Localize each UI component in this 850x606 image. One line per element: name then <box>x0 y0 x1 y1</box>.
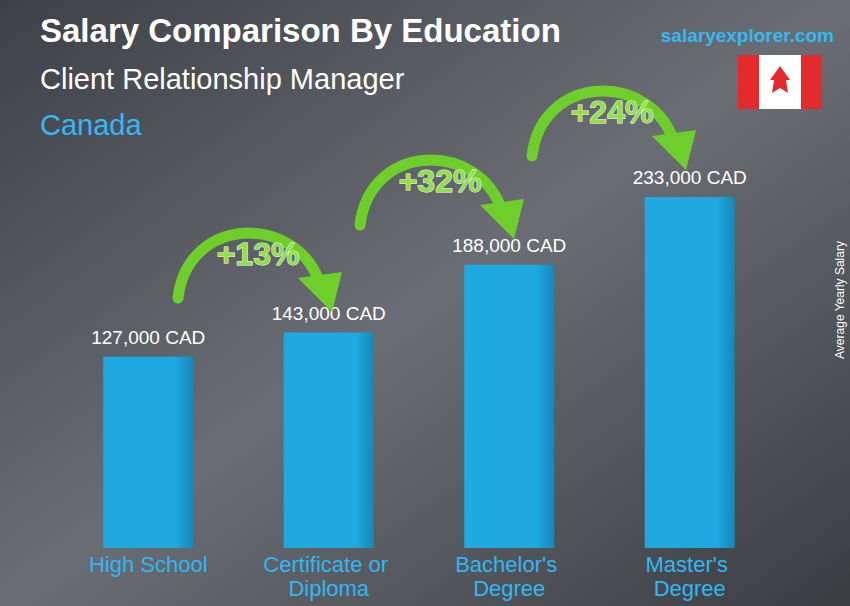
svg-text:Salary Comparison By Education: Salary Comparison By Education <box>40 12 561 49</box>
svg-text:Canada: Canada <box>40 109 142 141</box>
svg-text:233,000 CAD: 233,000 CAD <box>633 167 747 188</box>
svg-text:Client Relationship Manager: Client Relationship Manager <box>40 63 405 95</box>
svg-text:Bachelor's: Bachelor's <box>455 552 563 577</box>
svg-text:salaryexplorer.com: salaryexplorer.com <box>661 25 834 46</box>
svg-text:143,000 CAD: 143,000 CAD <box>271 302 386 324</box>
svg-text:Degree: Degree <box>654 576 726 601</box>
svg-text:Master's: Master's <box>645 552 734 577</box>
svg-text:High School: High School <box>89 552 208 577</box>
svg-text:Diploma: Diploma <box>288 576 369 601</box>
svg-text:Average Yearly Salary: Average Yearly Salary <box>833 241 847 359</box>
svg-text:127,000 CAD: 127,000 CAD <box>91 327 205 348</box>
svg-text:+13%: +13% <box>217 236 300 272</box>
svg-text:Degree: Degree <box>473 576 545 601</box>
svg-text:188,000 CAD: 188,000 CAD <box>452 235 566 256</box>
svg-text:+24%: +24% <box>571 94 654 130</box>
svg-text:+32%: +32% <box>399 163 482 199</box>
svg-text:Certificate or: Certificate or <box>263 552 394 577</box>
